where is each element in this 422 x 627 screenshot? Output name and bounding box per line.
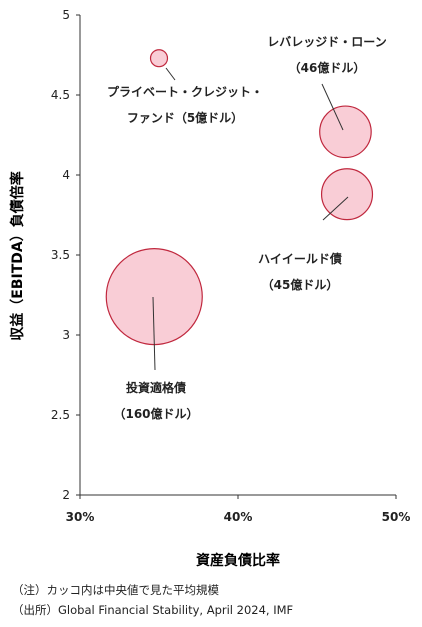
bubble: [319, 105, 372, 159]
x-tick-label: 40%: [224, 510, 253, 524]
y-tick-label: 3.5: [51, 248, 70, 262]
leader-line: [322, 196, 349, 221]
x-tick-label: 30%: [66, 510, 95, 524]
bubble-label: 投資適格債: [126, 380, 186, 395]
bubble-label: ファンド（5億ドル）: [127, 110, 243, 125]
bubble: [149, 49, 169, 68]
bubble-chart: 2 2.5 3 3.5 4 4.5 5 30% 40% 50% プライベート・クレジット・ファンド…: [9, 8, 410, 569]
bubble-series: [105, 49, 374, 346]
bubble-label: ハイイールド債: [258, 251, 342, 266]
leader-line: [165, 67, 176, 81]
leader-line: [321, 83, 344, 131]
bubble-label: レバレッジド・ローン: [267, 35, 386, 49]
note-text: （注）カッコ内は中央値で見た平均規模: [12, 583, 219, 597]
bubble: [320, 168, 374, 221]
bubble-label: （160億ドル）: [113, 406, 198, 421]
y-tick-label: 3: [62, 328, 70, 342]
y-tick-label: 5: [62, 8, 70, 22]
leader-line: [152, 296, 156, 371]
footnotes: （注）カッコ内は中央値で見た平均規模 （出所）Global Financial …: [12, 580, 293, 620]
source-text: （出所）Global Financial Stability, April 20…: [12, 603, 294, 617]
chart-axes: 2 2.5 3 3.5 4 4.5 5 30% 40% 50%: [51, 8, 410, 524]
y-axis-label: 収益（EBITDA）負債倍率: [9, 171, 26, 340]
y-tick-label: 4: [62, 168, 70, 182]
x-tick-label: 50%: [382, 510, 411, 524]
bubble-label: プライベート・クレジット・: [107, 84, 263, 99]
y-tick-label: 2.5: [51, 408, 70, 422]
bubble-label: （45億ドル）: [262, 277, 339, 292]
bubble-labels: プライベート・クレジット・ファンド（5億ドル） レバレッジド・ローン （46億ドル）…: [107, 35, 387, 421]
y-tick-label: 2: [62, 488, 70, 502]
y-tick-label: 4.5: [51, 88, 70, 102]
bubble-label: （46億ドル）: [289, 60, 366, 75]
x-axis-label: 資産負債比率: [196, 552, 280, 569]
